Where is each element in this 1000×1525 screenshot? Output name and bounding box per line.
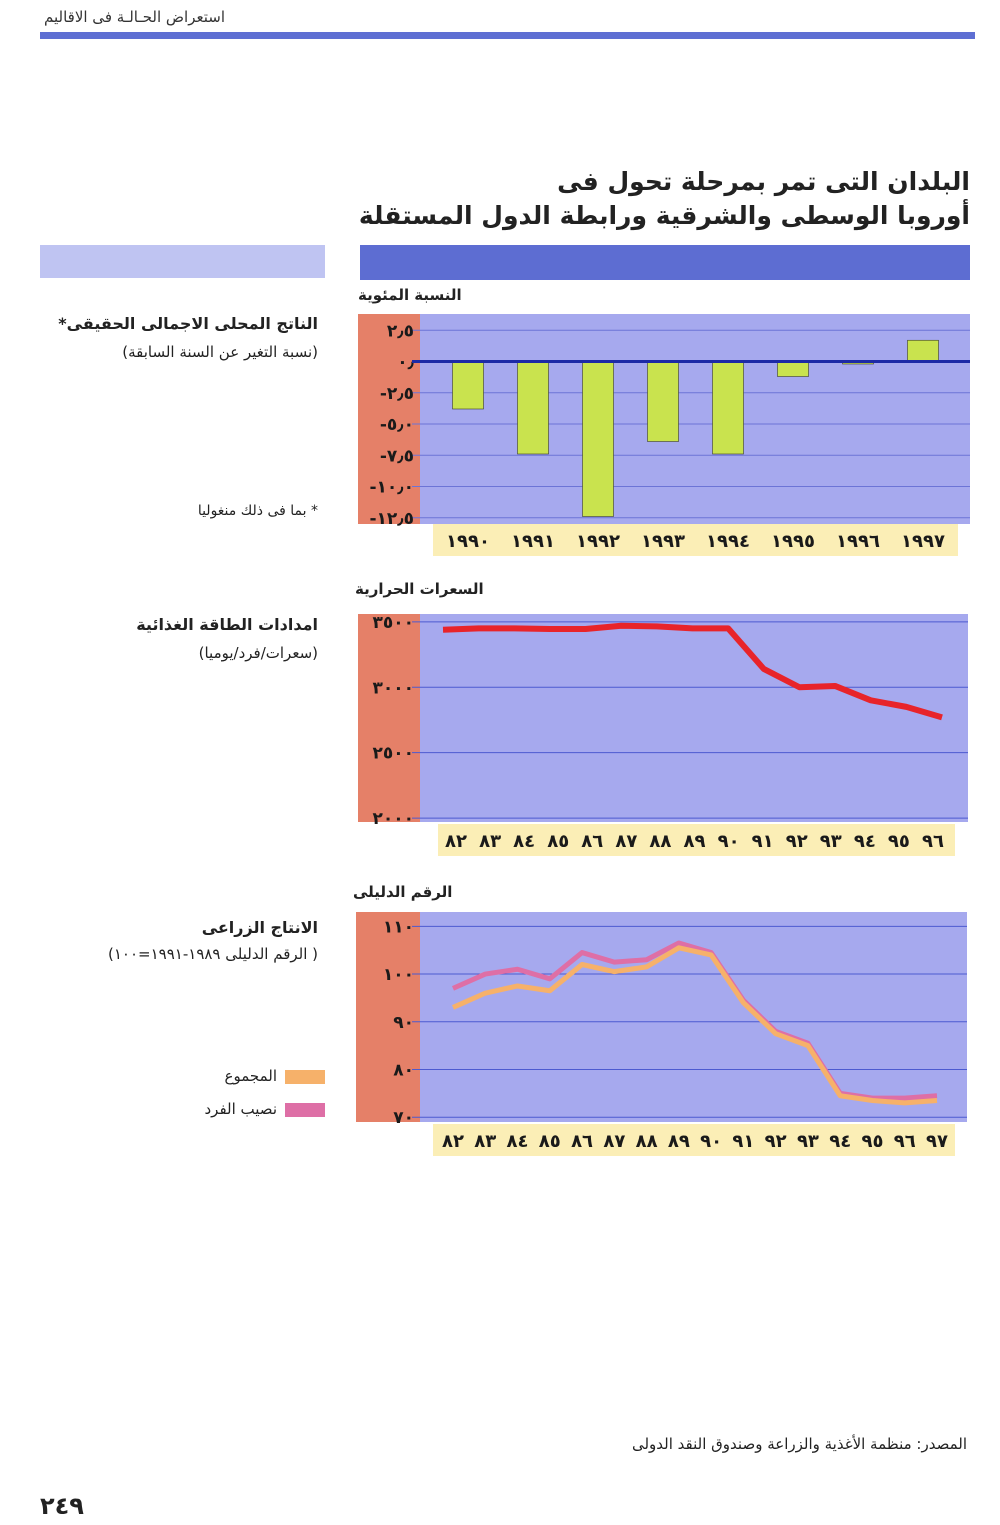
y-tick-label: ٣٥٠٠ bbox=[372, 613, 414, 633]
x-tick-label: ٨٩ bbox=[684, 831, 706, 852]
legend-swatch-total bbox=[285, 1069, 325, 1084]
calories-title: امدادات الطاقة الغذائية bbox=[136, 615, 318, 634]
x-tick-label: ٨٤ bbox=[513, 831, 535, 852]
plot-area-3 bbox=[420, 912, 967, 1122]
x-tick-label: ٩٣ bbox=[797, 1131, 819, 1152]
x-tick-label: ٨٦ bbox=[581, 831, 603, 852]
y-tick-label: -٥٫٠ bbox=[380, 415, 414, 435]
x-tick-label: ٨٤ bbox=[507, 1131, 529, 1152]
y-axis-band-3 bbox=[356, 912, 420, 1122]
x-tick-label: ٩٥ bbox=[888, 831, 910, 852]
legend-item-total: المجموع bbox=[225, 1067, 325, 1085]
gdp-footnote: * بما فى ذلك منغوليا bbox=[197, 503, 318, 519]
bar-١٩٩٣ bbox=[647, 361, 679, 442]
x-axis-band-1 bbox=[433, 524, 958, 556]
legend-swatch-per-capita bbox=[285, 1102, 325, 1117]
page-title-line1: البلدان التى تمر بمرحلة تحول فى bbox=[557, 167, 970, 196]
y-tick-label: -٧٫٥ bbox=[380, 446, 414, 466]
x-tick-label: ٨٣ bbox=[474, 1131, 496, 1152]
y-axis-band-2 bbox=[358, 614, 420, 822]
x-tick-label: ٨٥ bbox=[539, 1131, 561, 1152]
y-axis-band-1 bbox=[358, 314, 420, 524]
x-tick-label: ٨٥ bbox=[547, 831, 569, 852]
x-tick-label: ١٩٩٢ bbox=[576, 531, 620, 552]
gdp-unit-label: النسبة المئوية bbox=[358, 286, 462, 304]
y-tick-label: ٢٥٠٠ bbox=[372, 744, 414, 764]
x-tick-label: ٩٣ bbox=[820, 831, 842, 852]
bar-١٩٩٠ bbox=[452, 361, 484, 410]
page-title-line2: أوروبا الوسطى والشرقية ورابطة الدول المس… bbox=[358, 201, 970, 230]
y-tick-label: ١٠٠ bbox=[383, 965, 414, 985]
bar-١٩٩١ bbox=[517, 361, 549, 455]
agri-unit-label: الرقم الدليلى bbox=[353, 883, 453, 901]
right-header-band bbox=[360, 245, 970, 280]
y-tick-label: -١٢٫٥ bbox=[369, 509, 414, 529]
legend-item-per-capita: نصيب الفرد bbox=[204, 1100, 325, 1118]
x-tick-label: ٩٤ bbox=[854, 831, 876, 852]
source-note: المصدر: منظمة الأغذية والزراعة وصندوق ال… bbox=[631, 1435, 967, 1453]
x-tick-label: ٨٢ bbox=[442, 1131, 464, 1152]
x-axis-band-2 bbox=[438, 824, 955, 856]
y-tick-label: -٢٫٥ bbox=[380, 384, 414, 404]
legend-label-total: المجموع bbox=[224, 1067, 277, 1085]
x-tick-label: ٨٩ bbox=[668, 1131, 690, 1152]
x-axis-band-3 bbox=[433, 1124, 955, 1156]
plot-area-1 bbox=[420, 314, 970, 524]
x-tick-label: ١٩٩٣ bbox=[641, 531, 685, 552]
x-tick-label: ٩١ bbox=[732, 1131, 754, 1152]
y-tick-label: ٨٠ bbox=[393, 1061, 414, 1081]
x-tick-label: ٩٠ bbox=[718, 831, 740, 852]
x-tick-label: ٨٣ bbox=[479, 831, 501, 852]
y-tick-label: ٣٠٠٠ bbox=[372, 678, 414, 698]
x-tick-label: ٩٥ bbox=[861, 1131, 883, 1152]
x-tick-label: ١٩٩٧ bbox=[901, 531, 945, 552]
section-header: استعراض الحـالـة فى الاقاليم bbox=[44, 8, 225, 26]
x-tick-label: ٨٨ bbox=[636, 1131, 658, 1152]
y-tick-label: ٧٠ bbox=[393, 1108, 414, 1128]
left-header-band bbox=[40, 245, 325, 278]
agri-title: الانتاج الزراعى bbox=[201, 918, 318, 937]
y-tick-label: ٢٫٥ bbox=[387, 321, 414, 341]
x-tick-label: ٩١ bbox=[752, 831, 774, 852]
x-tick-label: ١٩٩٠ bbox=[446, 531, 490, 552]
x-tick-label: ١٩٩٦ bbox=[836, 531, 880, 552]
page-title: البلدان التى تمر بمرحلة تحول فى أوروبا ا… bbox=[359, 165, 970, 233]
y-tick-label: ١١٠ bbox=[383, 917, 414, 937]
gdp-subtitle: (نسبة التغير عن السنة السابقة) bbox=[122, 343, 318, 361]
x-tick-label: ٩٤ bbox=[829, 1131, 851, 1152]
y-tick-label: -١٠٫٠ bbox=[369, 478, 414, 498]
x-tick-label: ٩٠ bbox=[700, 1131, 722, 1152]
page-number: ٢٤٩ bbox=[40, 1492, 84, 1520]
x-tick-label: ١٩٩٤ bbox=[706, 531, 750, 552]
x-tick-label: ٨٧ bbox=[615, 831, 637, 852]
y-tick-label: ٢٠٠٠ bbox=[372, 809, 414, 829]
legend-label-per-capita: نصيب الفرد bbox=[204, 1100, 278, 1118]
x-tick-label: ٩٦ bbox=[922, 831, 944, 852]
y-tick-label: ٠٫ bbox=[397, 353, 414, 373]
agri-subtitle: ( الرقم الدليلى ١٩٨٩-١٩٩١=١٠٠) bbox=[108, 945, 318, 963]
series-line-total bbox=[451, 945, 938, 1106]
x-tick-label: ٨٢ bbox=[445, 831, 467, 852]
header-rule bbox=[40, 32, 975, 39]
x-tick-label: ٩٦ bbox=[894, 1131, 916, 1152]
series-line-calories bbox=[442, 622, 943, 721]
x-tick-label: ٩٢ bbox=[786, 831, 808, 852]
x-tick-label: ٨٧ bbox=[603, 1131, 625, 1152]
bar-١٩٩٥ bbox=[777, 361, 809, 377]
bar-١٩٩٤ bbox=[712, 361, 744, 455]
x-tick-label: ١٩٩٥ bbox=[771, 531, 815, 552]
bar-١٩٩٢ bbox=[582, 361, 614, 517]
x-tick-label: ٩٧ bbox=[926, 1131, 948, 1152]
calories-unit-label: السعرات الحرارية bbox=[355, 580, 484, 598]
x-tick-label: ٩٢ bbox=[765, 1131, 787, 1152]
x-tick-label: ١٩٩١ bbox=[511, 531, 555, 552]
x-tick-label: ٨٨ bbox=[649, 831, 671, 852]
gdp-title: الناتج المحلى الاجمالى الحقيقى* bbox=[58, 314, 318, 333]
calories-subtitle: (سعرات/فرد/يوميا) bbox=[198, 644, 318, 662]
bar-١٩٩٧ bbox=[907, 339, 939, 362]
x-tick-label: ٨٦ bbox=[571, 1131, 593, 1152]
y-tick-label: ٩٠ bbox=[393, 1013, 414, 1033]
plot-area-2 bbox=[420, 614, 968, 822]
